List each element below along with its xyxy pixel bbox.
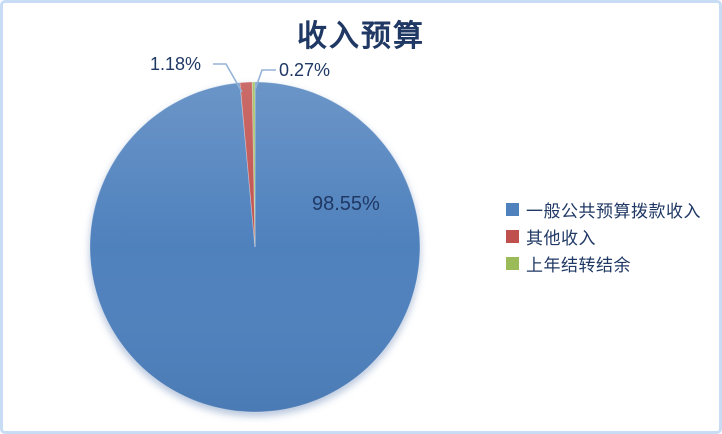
chart-title: 收入预算 xyxy=(297,20,425,53)
pie-sheen-overlay xyxy=(90,82,420,412)
legend-item-general-budget: 一般公共预算拨款收入 xyxy=(506,199,701,221)
legend: 一般公共预算拨款收入 其他收入 上年结转结余 xyxy=(506,199,701,280)
legend-swatch-red xyxy=(506,230,519,243)
data-label-other-income: 1.18% xyxy=(150,54,202,74)
leader-line-carryover xyxy=(254,69,276,91)
legend-swatch-blue xyxy=(506,203,519,216)
legend-item-other-income: 其他收入 xyxy=(506,226,701,248)
pie-chart xyxy=(89,63,421,413)
leader-line-other-income xyxy=(213,63,243,93)
data-label-carryover: 0.27% xyxy=(279,60,331,80)
legend-label: 一般公共预算拨款收入 xyxy=(526,202,701,221)
data-label-general-budget: 98.55% xyxy=(312,193,380,215)
legend-item-carryover: 上年结转结余 xyxy=(506,253,701,275)
legend-swatch-green xyxy=(506,257,519,270)
legend-label: 其他收入 xyxy=(526,229,596,248)
legend-label: 上年结转结余 xyxy=(526,256,631,275)
